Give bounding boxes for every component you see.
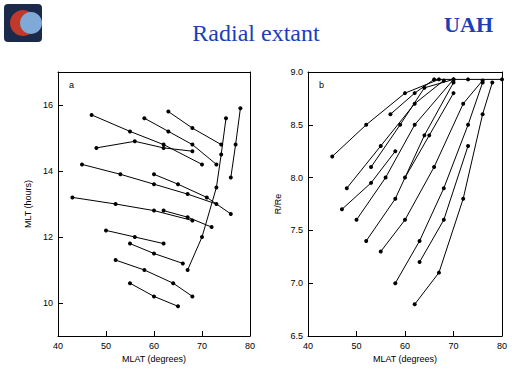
svg-text:MLT (hours): MLT (hours) [23, 180, 33, 228]
svg-text:10: 10 [43, 298, 53, 308]
svg-text:8.0: 8.0 [290, 173, 303, 183]
svg-text:50: 50 [351, 341, 361, 351]
svg-text:MLAT (degrees): MLAT (degrees) [122, 354, 186, 364]
svg-text:Radial extant: Radial extant [192, 20, 320, 46]
svg-text:6.5: 6.5 [290, 331, 303, 341]
svg-text:16: 16 [43, 100, 53, 110]
svg-text:70: 70 [197, 341, 207, 351]
svg-text:40: 40 [53, 341, 63, 351]
svg-text:7.5: 7.5 [290, 225, 303, 235]
svg-text:UAH: UAH [444, 12, 493, 37]
svg-text:14: 14 [43, 166, 53, 176]
svg-text:R/Re: R/Re [273, 194, 283, 215]
svg-text:80: 80 [245, 341, 255, 351]
svg-text:8.5: 8.5 [290, 120, 303, 130]
svg-text:7.0: 7.0 [290, 278, 303, 288]
svg-text:a: a [69, 80, 74, 90]
svg-text:60: 60 [149, 341, 159, 351]
svg-text:70: 70 [448, 341, 458, 351]
svg-text:12: 12 [43, 232, 53, 242]
svg-text:80: 80 [497, 341, 507, 351]
svg-text:50: 50 [101, 341, 111, 351]
svg-text:40: 40 [303, 341, 313, 351]
svg-text:60: 60 [400, 341, 410, 351]
svg-text:b: b [319, 80, 324, 90]
svg-text:MLAT (degrees): MLAT (degrees) [373, 354, 437, 364]
svg-text:9.0: 9.0 [290, 67, 303, 77]
